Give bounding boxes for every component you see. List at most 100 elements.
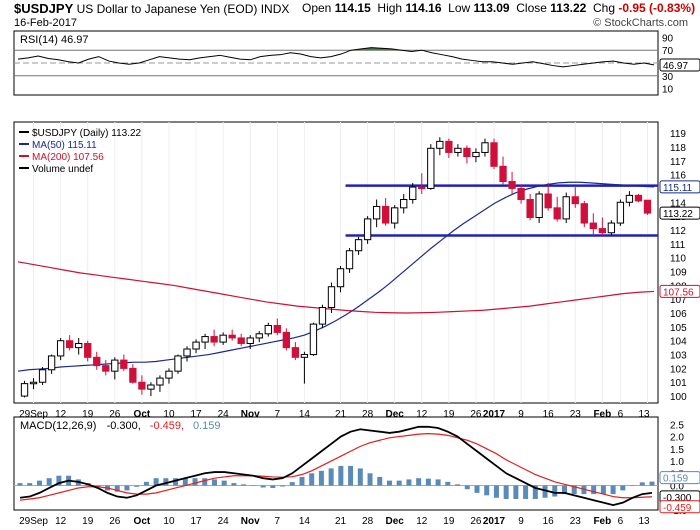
open-value: 114.15 bbox=[334, 1, 371, 15]
candle-body bbox=[93, 356, 101, 367]
macd-histogram-bar bbox=[386, 480, 392, 486]
macd-x-tick-label: 6 bbox=[618, 516, 624, 527]
candle-body bbox=[20, 383, 29, 397]
candle-body bbox=[517, 187, 525, 201]
macd-x-tick-label: Feb bbox=[593, 516, 611, 527]
symbol-label: $USDJPY bbox=[14, 1, 74, 16]
macd-x-tick-label: 16 bbox=[543, 516, 555, 527]
candle-body bbox=[598, 228, 607, 234]
macd-histogram-bar bbox=[27, 483, 33, 486]
macd-histogram-bar bbox=[309, 473, 315, 486]
price-last-value-box bbox=[659, 206, 700, 220]
candle-body bbox=[381, 205, 390, 224]
macd-histogram-bar bbox=[484, 485, 490, 496]
candle-body bbox=[490, 142, 498, 167]
ma200-last-value-box bbox=[659, 284, 700, 298]
macd-histogram-bar bbox=[192, 478, 198, 486]
macd-histogram-bar bbox=[328, 468, 334, 486]
candle-body bbox=[282, 331, 291, 349]
price-tick-label: 117 bbox=[670, 157, 686, 168]
legend-entry: MA(50) 115.11 bbox=[32, 140, 97, 151]
candle-body bbox=[553, 207, 561, 220]
macd-histogram-bar bbox=[561, 485, 567, 495]
macd-histogram-bar bbox=[513, 485, 519, 499]
price-x-tick-label: 17 bbox=[190, 409, 202, 420]
macd-signal-last-value-box bbox=[659, 500, 700, 514]
rsi-tick-label: 90 bbox=[662, 33, 674, 44]
macd-histogram-bar bbox=[114, 485, 120, 492]
macd-histogram-bar bbox=[46, 478, 52, 486]
macd-histogram-bar bbox=[406, 479, 412, 486]
macd-x-tick-label: 19 bbox=[443, 516, 455, 527]
macd-histogram-bar bbox=[318, 470, 324, 486]
macd-tick-label: 1.5 bbox=[670, 445, 684, 456]
macd-histogram-bar bbox=[600, 485, 606, 495]
macd-histogram-bar bbox=[17, 483, 23, 486]
macd-histogram-bar bbox=[163, 478, 169, 486]
price-x-tick-label: 12 bbox=[416, 409, 428, 420]
rsi-last-value-box bbox=[659, 58, 700, 72]
candle-body bbox=[56, 340, 65, 357]
candle-body bbox=[192, 341, 200, 350]
macd-histogram-bar bbox=[571, 485, 577, 495]
price-x-tick-label: Nov bbox=[241, 409, 260, 420]
macd-x-tick-label: 13 bbox=[638, 516, 650, 527]
price-tick-label: 103 bbox=[670, 351, 687, 362]
macd-histogram-bar bbox=[95, 485, 101, 487]
chart-title: $USDJPY US Dollar to Japanese Yen (EOD) … bbox=[14, 1, 289, 16]
candle-body bbox=[445, 140, 453, 153]
candle-body bbox=[580, 203, 588, 224]
macd-histogram-bar bbox=[299, 476, 305, 486]
candle-body bbox=[210, 336, 218, 343]
ohlc-readout: Open 114.15 High 114.16 Low 113.09 Close… bbox=[302, 1, 695, 15]
rsi-line bbox=[17, 47, 655, 68]
high-label: High bbox=[377, 1, 403, 15]
macd-x-tick-label: 14 bbox=[299, 516, 311, 527]
candle-body bbox=[535, 193, 543, 219]
price-tick-label: 105 bbox=[670, 323, 687, 334]
macd-histogram-bar bbox=[552, 485, 558, 497]
candle-body bbox=[138, 381, 146, 390]
close-value: 113.22 bbox=[550, 1, 587, 15]
macd-signal-line bbox=[19, 433, 653, 501]
macd-tick-label: 0.0 bbox=[670, 482, 684, 493]
macd-x-tick-label: 29Sep bbox=[19, 516, 48, 527]
change-value: -0.95 (-0.83%) bbox=[618, 1, 696, 15]
macd-title-part: MACD(12,26,9) bbox=[20, 420, 96, 432]
candle-body bbox=[201, 336, 209, 343]
open-label: Open bbox=[302, 1, 332, 15]
macd-x-tick-label: 12 bbox=[416, 516, 428, 527]
ma200-last-value: 107.56 bbox=[663, 287, 694, 298]
watermark: © StockCharts.com bbox=[593, 17, 688, 29]
price-tick-label: 114 bbox=[670, 198, 686, 209]
macd-histogram-bar bbox=[425, 478, 431, 486]
macd-title-part: 0.159 bbox=[193, 420, 221, 432]
price-tick-label: 109 bbox=[670, 267, 687, 278]
candle-body bbox=[616, 201, 625, 224]
candle-body bbox=[165, 370, 173, 379]
macd-histogram-bar bbox=[396, 480, 402, 486]
macd-x-tick-label: 21 bbox=[335, 516, 347, 527]
candle-body bbox=[508, 181, 516, 189]
price-x-tick-label: 13 bbox=[638, 409, 650, 420]
candle-body bbox=[427, 147, 435, 189]
candle-body bbox=[300, 354, 309, 358]
macd-x-tick-label: 24 bbox=[218, 516, 230, 527]
candle-body bbox=[589, 222, 597, 230]
candle-body bbox=[183, 348, 191, 357]
macd-histogram-bar bbox=[445, 481, 451, 486]
candle-body bbox=[391, 207, 399, 224]
macd-histogram-bar bbox=[649, 481, 655, 486]
price-tick-label: 110 bbox=[670, 254, 686, 265]
macd-last-value: -0.300 bbox=[663, 493, 692, 504]
price-x-tick-label: 23 bbox=[570, 409, 582, 420]
price-tick-label: 107 bbox=[670, 295, 687, 306]
macd-histogram-bar bbox=[241, 484, 247, 486]
macd-histogram-bar bbox=[250, 485, 256, 487]
price-tick-label: 106 bbox=[670, 309, 687, 320]
candle-body bbox=[418, 186, 426, 190]
macd-x-tick-label: 26 bbox=[470, 516, 482, 527]
chart-header: $USDJPY US Dollar to Japanese Yen (EOD) … bbox=[0, 0, 700, 32]
candle-body bbox=[246, 337, 254, 344]
